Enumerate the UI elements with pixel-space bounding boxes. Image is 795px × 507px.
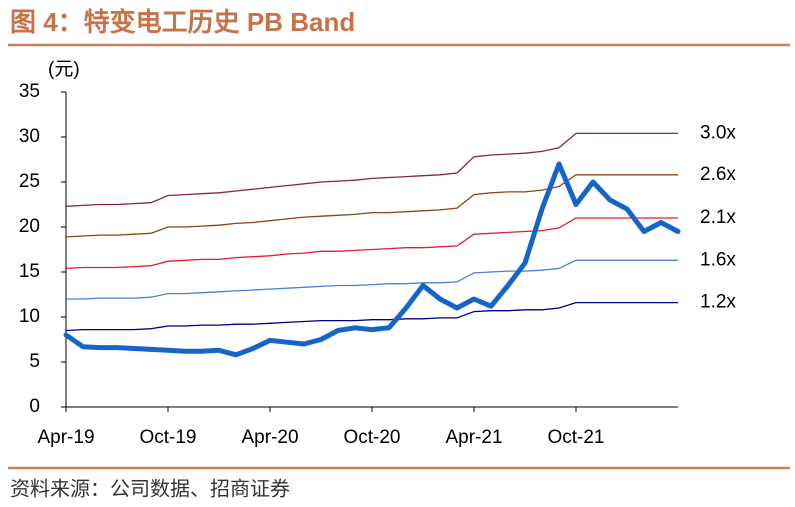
price-line bbox=[63, 161, 681, 358]
y-tick-label: 15 bbox=[19, 261, 40, 282]
x-tick-label: Apr-21 bbox=[445, 427, 502, 448]
band-line bbox=[65, 174, 678, 238]
y-tick-label: 0 bbox=[29, 396, 40, 417]
band-label: 1.6x bbox=[700, 249, 736, 270]
band-label: 1.2x bbox=[700, 292, 736, 313]
band-line bbox=[66, 259, 678, 300]
band-line bbox=[65, 217, 678, 270]
band-label: 3.0x bbox=[700, 122, 736, 143]
x-tick-label: Oct-19 bbox=[139, 427, 196, 448]
band-line bbox=[65, 132, 678, 207]
y-axis-label: (元) bbox=[48, 59, 80, 80]
y-tick-label: 5 bbox=[29, 351, 40, 372]
y-tick-label: 20 bbox=[19, 216, 40, 237]
x-tick-label: Oct-20 bbox=[343, 427, 400, 448]
x-tick-label: Apr-19 bbox=[37, 427, 94, 448]
y-tick-label: 25 bbox=[19, 171, 40, 192]
y-tick-label: 30 bbox=[19, 126, 40, 147]
y-tick-label: 35 bbox=[19, 81, 40, 102]
source-note: 资料来源：公司数据、招商证券 bbox=[10, 477, 290, 500]
y-tick-label: 10 bbox=[19, 306, 40, 327]
band-line bbox=[65, 301, 678, 332]
x-tick-label: Apr-20 bbox=[241, 427, 298, 448]
band-label: 2.1x bbox=[700, 207, 736, 228]
x-tick-label: Oct-21 bbox=[547, 427, 604, 448]
chart-title: 图 4：特变电工历史 PB Band bbox=[10, 7, 355, 37]
band-label: 2.6x bbox=[700, 164, 736, 185]
